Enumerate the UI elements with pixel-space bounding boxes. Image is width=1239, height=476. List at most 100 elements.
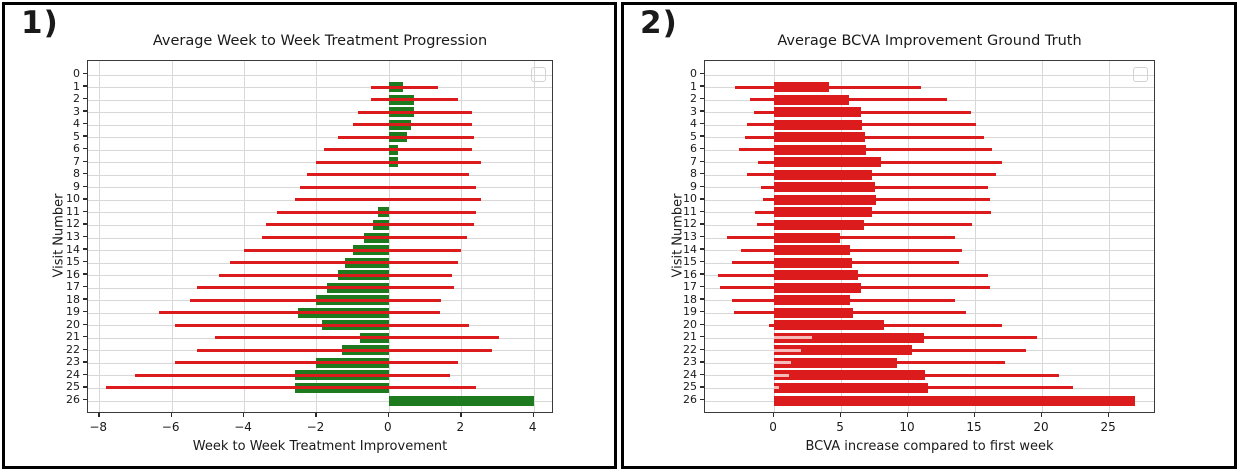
y-tick-label: 9 <box>690 179 697 193</box>
error-bar-visit-8 <box>307 173 469 177</box>
y-tick-label: 5 <box>690 129 697 143</box>
y-tick-mark <box>83 173 87 175</box>
y-tick-mark <box>83 298 87 300</box>
error-bar-visit-4 <box>352 123 473 127</box>
x-tick-label: 5 <box>836 420 844 434</box>
y-tick-mark <box>700 285 704 288</box>
y-tick-mark <box>700 72 704 75</box>
y-tick-label: 2 <box>73 92 80 106</box>
y-tick-mark <box>700 398 704 401</box>
y-tick-label: 25 <box>66 380 80 394</box>
x-tick-mark <box>387 413 390 417</box>
y-tick-label: 17 <box>683 280 697 294</box>
y-tick-mark <box>83 248 87 250</box>
y-tick-label: 4 <box>690 117 697 131</box>
y-tick-label: 18 <box>683 292 697 306</box>
x-tick-mark <box>1108 413 1110 417</box>
y-tick-label: 6 <box>73 142 80 156</box>
chart-2-plot-area <box>704 60 1155 413</box>
y-tick-label: 24 <box>66 367 80 381</box>
y-tick-label: 26 <box>66 393 80 406</box>
y-tick-label: 11 <box>683 204 697 218</box>
y-tick-label: 23 <box>66 355 80 369</box>
error-bar-visit-10 <box>294 198 482 202</box>
y-tick-mark <box>700 110 704 112</box>
y-tick-mark <box>83 323 87 325</box>
y-tick-label: 3 <box>73 104 80 118</box>
x-tick-label: 20 <box>1033 420 1049 434</box>
y-tick-mark <box>700 198 704 200</box>
y-tick-label: 15 <box>683 255 697 269</box>
y-tick-label: 8 <box>690 167 697 181</box>
error-bar-visit-16 <box>218 273 453 277</box>
x-tick-label: 25 <box>1100 420 1116 434</box>
y-tick-label: 17 <box>66 280 80 294</box>
x-tick-label: −4 <box>234 420 252 434</box>
error-gap-stripe-visit-21 <box>774 336 812 340</box>
error-bar-visit-19 <box>733 311 966 315</box>
error-bar-visit-11 <box>276 210 476 214</box>
x-gridline <box>1109 61 1111 412</box>
y-tick-label: 18 <box>66 292 80 306</box>
y-tick-label: 21 <box>66 330 80 344</box>
y-tick-label: 2 <box>690 92 697 106</box>
error-bar-visit-25 <box>106 386 476 390</box>
error-bar-visit-17 <box>720 286 990 290</box>
error-bar-visit-10 <box>763 198 990 202</box>
error-bar-visit-7 <box>316 160 482 164</box>
y-tick-label: 25 <box>683 380 697 394</box>
y-gridline <box>88 112 552 114</box>
y-tick-label: 20 <box>66 317 80 331</box>
y-tick-mark <box>700 260 704 263</box>
y-gridline <box>88 149 552 151</box>
y-gridline <box>88 87 552 89</box>
y-tick-mark <box>83 122 87 125</box>
error-bar-visit-14 <box>740 248 962 252</box>
error-bar-visit-3 <box>358 110 473 114</box>
error-bar-visit-6 <box>739 148 993 152</box>
y-tick-mark <box>700 185 704 188</box>
y-tick-label: 13 <box>683 230 697 243</box>
y-tick-mark <box>700 97 704 100</box>
x-tick-label: 0 <box>384 420 392 434</box>
error-bar-visit-20 <box>768 323 1002 327</box>
chart-2-title: Average BCVA Improvement Ground Truth <box>777 33 1082 49</box>
y-tick-mark <box>83 348 87 351</box>
chart-2-x-axis-label: BCVA increase compared to first week <box>805 439 1054 454</box>
y-tick-label: 0 <box>73 67 80 80</box>
y-tick-mark <box>700 248 704 250</box>
y-gridline <box>705 87 1154 89</box>
error-bar-visit-5 <box>338 135 474 139</box>
y-tick-label: 26 <box>683 393 697 406</box>
y-tick-mark <box>700 160 704 162</box>
error-bar-visit-4 <box>747 123 977 127</box>
error-bar-visit-7 <box>757 160 1002 164</box>
error-bar-visit-24 <box>135 373 451 377</box>
error-bar-visit-2 <box>749 98 947 102</box>
y-tick-mark <box>700 386 704 388</box>
x-tick-mark <box>170 413 173 417</box>
panel-2-label: 2) <box>640 5 678 41</box>
y-tick-label: 1 <box>73 79 80 93</box>
error-bar-visit-1 <box>735 85 922 89</box>
error-bar-visit-2 <box>370 98 458 102</box>
error-bar-visit-6 <box>323 148 473 152</box>
y-tick-mark <box>83 336 87 338</box>
y-tick-mark <box>83 97 87 100</box>
y-tick-label: 11 <box>66 204 80 218</box>
y-tick-label: 20 <box>683 317 697 331</box>
y-tick-label: 14 <box>683 242 697 256</box>
error-bar-visit-22 <box>800 348 1026 352</box>
x-tick-mark <box>840 413 842 417</box>
error-bar-visit-13 <box>262 236 467 239</box>
x-gridline <box>244 61 246 412</box>
x-tick-mark <box>243 413 245 417</box>
x-tick-mark <box>773 413 775 417</box>
y-tick-label: 0 <box>690 67 697 80</box>
error-bar-visit-1 <box>370 85 438 89</box>
error-gap-stripe-visit-25 <box>774 386 780 390</box>
error-bar-visit-21 <box>215 336 500 340</box>
y-gridline <box>88 99 552 101</box>
y-tick-mark <box>83 260 87 263</box>
